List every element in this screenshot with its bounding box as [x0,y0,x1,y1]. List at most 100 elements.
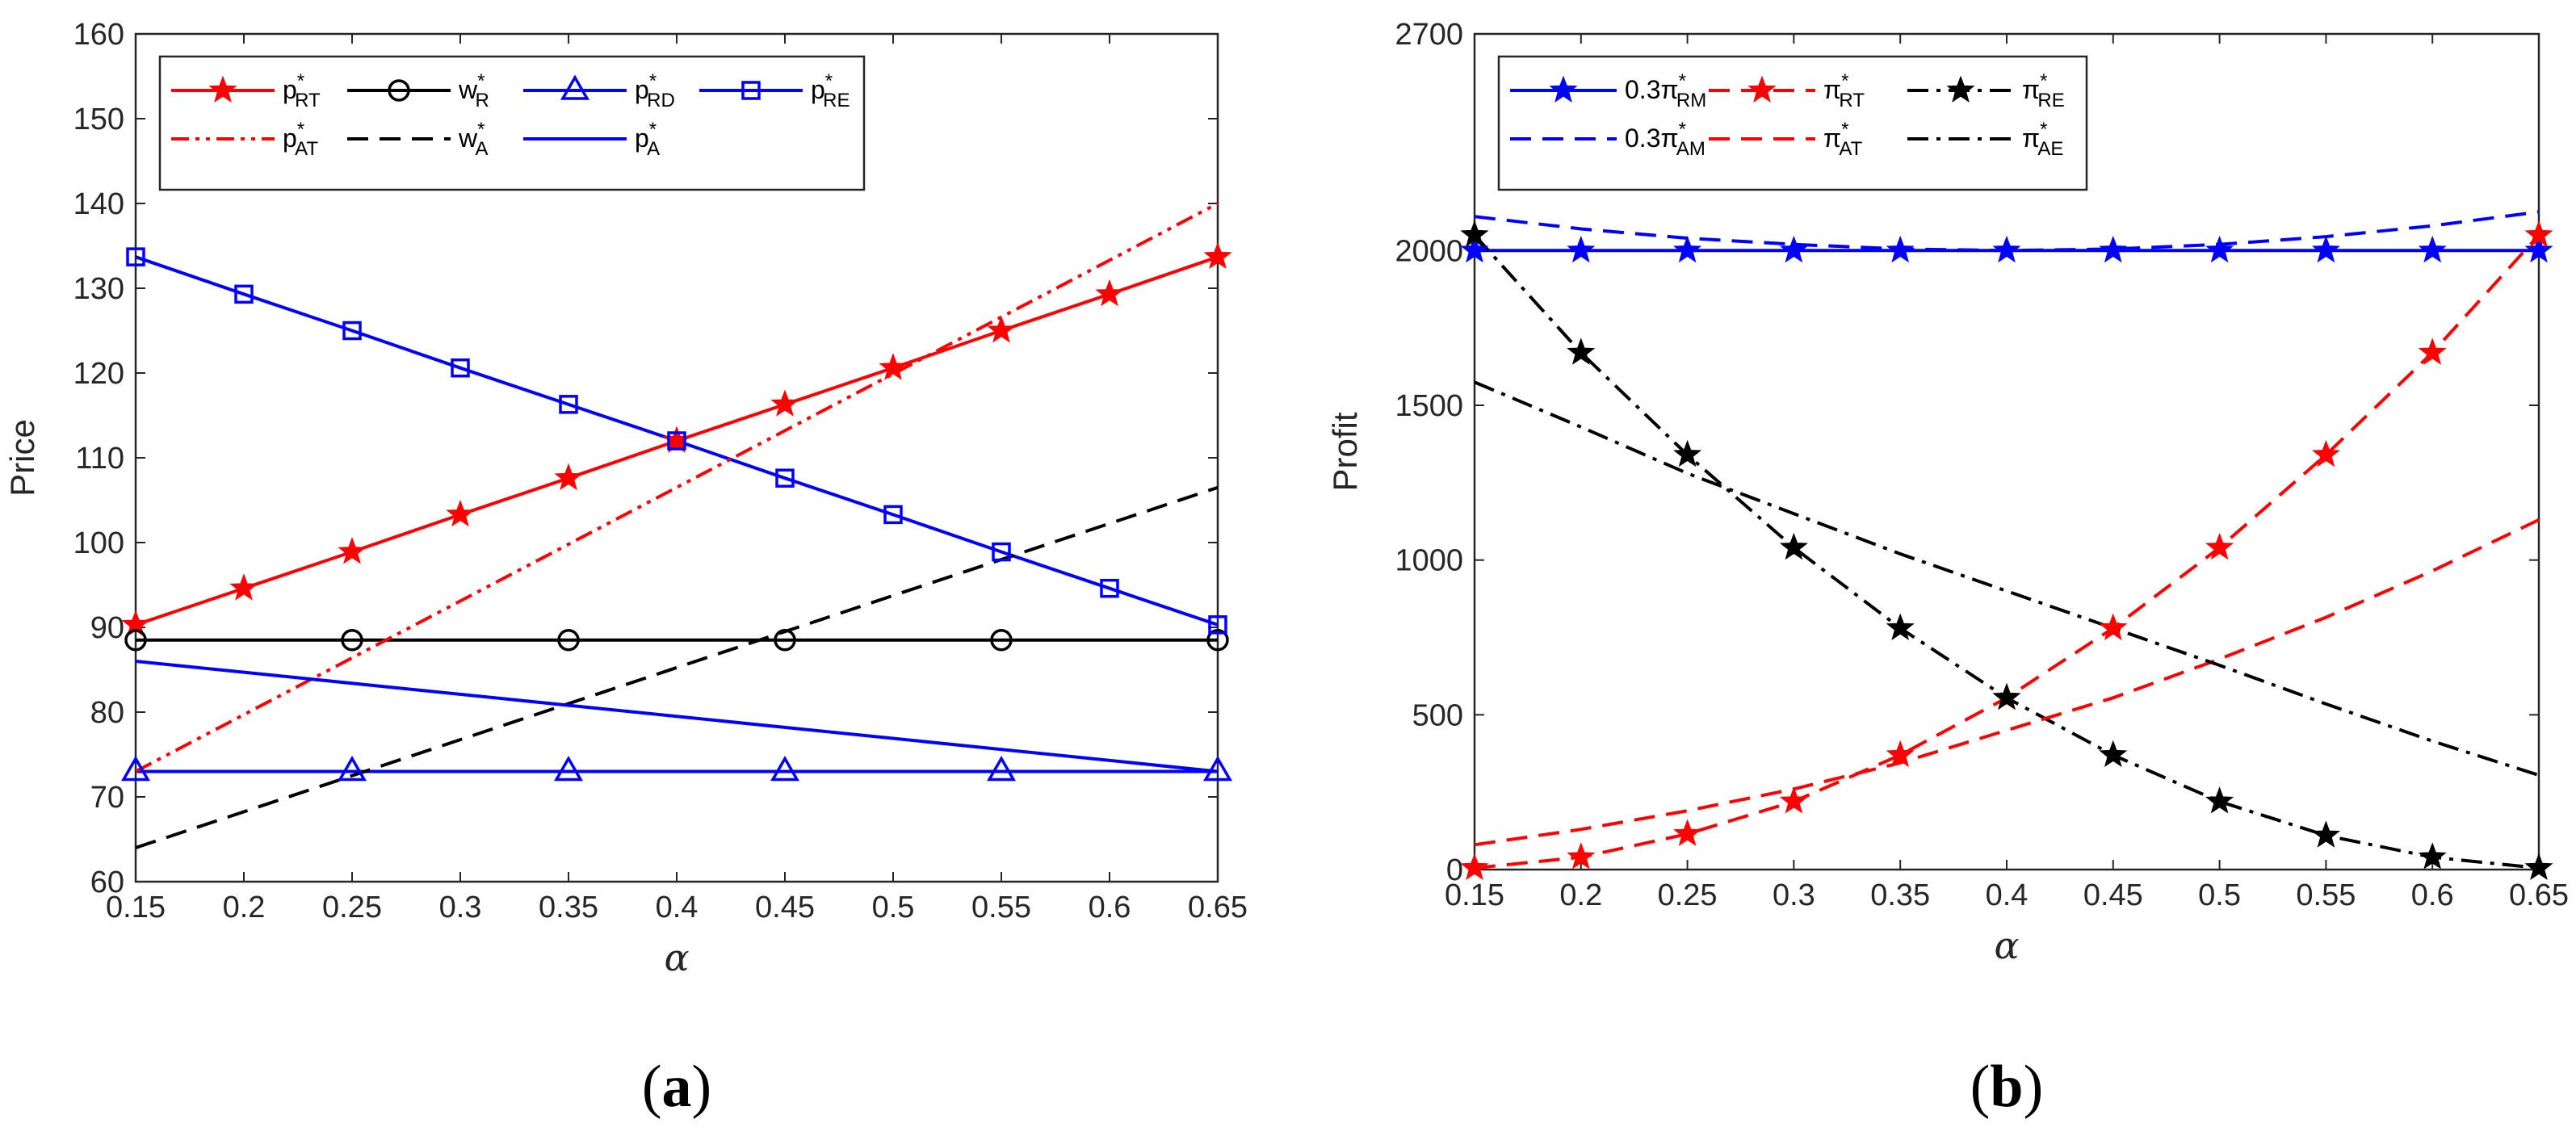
legend-label-RT: π* RT [1823,70,1865,111]
x-tick-label: 0.4 [656,891,699,924]
data-point-RM [2524,235,2553,263]
legend-sample-pRE-marker [741,81,761,100]
data-point-pRE [342,321,362,341]
marker-group [120,241,1233,782]
x-tick-label: 0.4 [1986,878,2028,912]
x-tick-label: 0.65 [2509,878,2569,912]
data-point-RM [1673,235,1702,263]
data-point-RE [2311,820,2340,848]
data-point-RE [2524,853,2553,880]
data-point-pRE [559,395,578,414]
data-point-RM [1886,235,1915,263]
y-tick-label: 500 [1412,698,1463,732]
data-point-pRD [1202,755,1233,782]
data-point-pRD [553,755,584,782]
data-point-RT [1779,786,1808,814]
legend-label-wR: w* R [458,70,489,111]
x-tick-label: 0.35 [539,891,598,924]
data-point-RT [2099,613,2128,640]
y-tick-label: 140 [73,187,124,221]
data-point-wR [1206,629,1229,652]
data-point-RE [1460,220,1489,248]
data-point-RM [1779,235,1808,263]
x-tick-label: 0.55 [971,891,1031,924]
data-point-pRE [234,284,254,304]
x-tick-label: 0.6 [2411,878,2454,912]
data-point-wR [124,629,147,652]
x-tick-label: 0.15 [1445,878,1504,912]
data-point-RT [1567,842,1596,870]
legend-sample-RE-marker [1946,75,1975,103]
legend: p* RT w* R p* RD p* RE p* AT w* A p* A [158,55,866,191]
legend-sample-pRD-marker [560,74,590,100]
y-tick-label: 1500 [1395,389,1463,423]
x-tick-label: 0.45 [755,891,815,924]
legend-label-pRD: p* RD [635,70,675,111]
data-point-pRT [987,316,1016,343]
legend-label-wA: w* A [458,119,488,160]
y-tick-label: 160 [73,18,124,52]
x-tick-label: 0.6 [1089,891,1131,924]
data-point-pRD [770,755,800,782]
legend: 0.3π* RM π* RT π* RE 0.3π* AM π* AT π* AE [1497,55,2088,191]
x-tick-label: 0.25 [322,891,382,924]
data-point-pRE [883,505,903,525]
y-tick-label: 70 [90,781,124,815]
x-tick-label: 0.65 [1188,891,1248,924]
data-point-RM [2311,235,2340,263]
x-tick-label: 0.15 [106,891,166,924]
data-point-RE [2205,786,2234,814]
data-point-pRE [126,247,145,266]
data-point-RE [1779,532,1808,560]
legend-box [1497,55,2088,191]
y-tick-label: 150 [73,103,124,136]
x-tick-label: 0.5 [2198,878,2241,912]
data-point-pRT [879,353,908,380]
data-point-wR [341,629,363,652]
legend-sample-RT-marker [1747,75,1777,103]
data-point-pRD [120,755,151,782]
data-point-pRE [451,358,470,378]
data-point-RT [1460,853,1489,880]
data-point-pRE [775,468,795,488]
data-point-pRT [338,537,367,564]
chart-panel-b: 0.15 0.2 0.25 0.3 0.35 0.4 0.45 0.5 0.55 0.6 0.65 0… [1326,18,2569,1120]
x-tick-label: 0.25 [1658,878,1718,912]
legend-label-RE: π* RE [2022,70,2065,111]
y-axis-label: Profit [1326,412,1364,491]
data-point-RM [2205,235,2234,263]
legend-label-pAT: p* AT [283,119,318,160]
x-tick-label: 0.35 [1870,878,1930,912]
data-point-RE [1886,613,1915,640]
panel-label: (a) [642,1054,711,1120]
y-tick-label: 0 [1446,853,1463,887]
data-point-wR [557,629,580,652]
data-point-pRE [667,431,686,451]
data-point-pRT [662,425,691,453]
y-tick-label: 110 [75,442,124,476]
x-tick-label: 0.55 [2296,878,2356,912]
data-point-pRE [1100,578,1119,598]
data-point-pRT [446,499,475,527]
legend-label-pRE: p* RE [811,70,850,111]
data-point-pRT [554,463,583,491]
legend-label-AM: 0.3π* AM [1625,119,1705,160]
y-tick-label: 2000 [1395,234,1463,268]
x-tick-label: 0.2 [223,891,266,924]
panel-label: (b) [1970,1054,2043,1120]
data-point-pRT [1095,279,1124,307]
x-tick-label: 0.45 [2083,878,2143,912]
data-point-RM [2099,235,2128,263]
legend-sample-RM-marker [1549,75,1578,103]
data-point-RT [2524,220,2553,248]
y-tick-label: 90 [90,611,124,645]
data-point-pRT [229,573,258,601]
data-point-RT [2418,337,2447,365]
data-point-RM [2418,235,2447,263]
legend-label-AE: π* AE [2022,119,2063,160]
data-point-pRT [1203,241,1232,270]
data-point-RT [1886,740,1915,768]
data-point-RE [1673,439,1702,467]
legend-label-RM: 0.3π* RM [1625,70,1706,111]
legend-sample-pRT-marker [208,75,237,103]
